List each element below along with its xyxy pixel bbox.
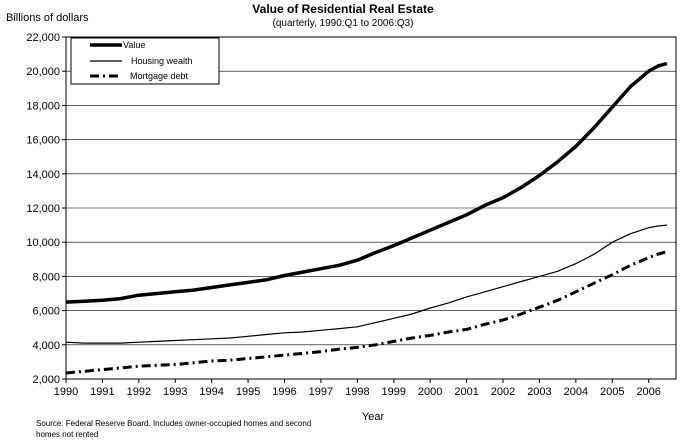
y-axis-ticks: 2,000 4,000 6,000 8,000 10,000 12,000 14,000 16… <box>26 32 66 386</box>
series-line-mortgage-debt <box>65 250 668 375</box>
y-tick-label: 20,000 <box>26 66 60 78</box>
x-tick-label: 2004 <box>564 386 588 398</box>
y-tick-label: 16,000 <box>26 135 60 147</box>
x-tick-label: 1992 <box>127 386 151 398</box>
y-tick-label: 12,000 <box>26 203 60 215</box>
x-tick-label: 1999 <box>382 386 406 398</box>
y-tick-label: 14,000 <box>26 169 60 181</box>
chart-subtitle: (quarterly, 1990:Q1 to 2006:Q3) <box>272 18 413 29</box>
plot-frame <box>65 36 677 380</box>
legend-label-housing-wealth: Housing wealth <box>131 56 193 66</box>
y-axis-label: Billions of dollars <box>6 12 89 24</box>
y-tick-label: 2,000 <box>32 374 60 386</box>
x-tick-label: 2006 <box>636 386 660 398</box>
y-tick-label: 18,000 <box>26 100 60 112</box>
x-tick-label: 1990 <box>54 386 78 398</box>
y-tick-label: 22,000 <box>26 32 60 44</box>
x-axis-label: Year <box>362 411 385 423</box>
chart-title: Value of Residential Real Estate <box>252 2 434 16</box>
x-tick-label: 2000 <box>418 386 442 398</box>
x-tick-label: 1996 <box>272 386 296 398</box>
y-tick-label: 6,000 <box>32 306 60 318</box>
x-tick-label: 1991 <box>90 386 114 398</box>
gridlines <box>66 70 676 346</box>
legend: Value Housing wealth Mortgage debt <box>70 37 220 85</box>
legend-label-value: Value <box>123 40 145 50</box>
x-tick-label: 2005 <box>600 386 624 398</box>
x-tick-label: 1998 <box>345 386 369 398</box>
y-tick-label: 4,000 <box>32 340 60 352</box>
series-lines <box>65 61 668 375</box>
source-note-line2: homes not rented <box>36 430 98 439</box>
x-axis-ticks: 1990 1991 1992 1993 1994 1995 1996 1997 1998 1999… <box>54 379 661 398</box>
x-tick-label: 2001 <box>454 386 478 398</box>
x-tick-label: 2003 <box>527 386 551 398</box>
y-tick-label: 10,000 <box>26 237 60 249</box>
series-line-housing-wealth <box>65 224 667 344</box>
source-note-line1: Source: Federal Reserve Board. Includes … <box>36 419 311 428</box>
series-line-value <box>65 61 668 304</box>
y-tick-label: 8,000 <box>32 271 60 283</box>
legend-label-mortgage-debt: Mortgage debt <box>130 71 189 81</box>
x-tick-label: 1995 <box>236 386 260 398</box>
x-tick-label: 2002 <box>491 386 515 398</box>
x-tick-label: 1997 <box>309 386 333 398</box>
x-tick-label: 1994 <box>199 386 223 398</box>
x-tick-label: 1993 <box>163 386 187 398</box>
